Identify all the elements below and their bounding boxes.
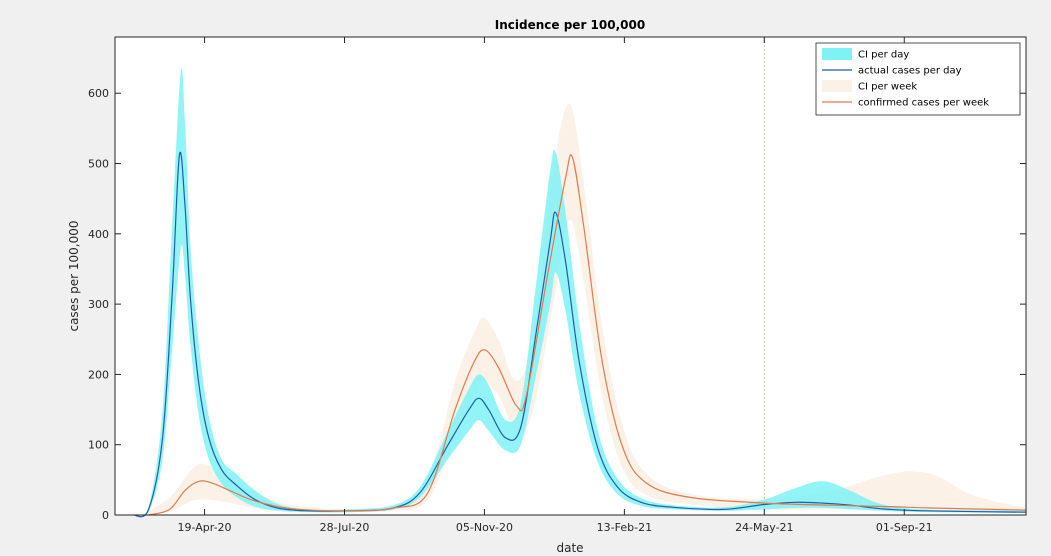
y-axis-ticks: 0 100 200 300 400 500 600 bbox=[88, 87, 1026, 522]
x-axis-title: date bbox=[556, 541, 583, 555]
y-tick-label: 100 bbox=[88, 439, 109, 452]
x-tick-label: 24-May-21 bbox=[735, 521, 793, 534]
y-tick-label: 300 bbox=[88, 298, 109, 311]
legend-label: confirmed cases per week bbox=[858, 98, 989, 109]
legend-label: actual cases per day bbox=[858, 66, 962, 77]
plot-frame bbox=[114, 36, 1027, 516]
x-tick-label: 01-Sep-21 bbox=[876, 521, 933, 534]
legend: CI per day actual cases per day CI per wee… bbox=[815, 42, 1021, 116]
y-tick-label: 600 bbox=[88, 87, 109, 100]
chart-title: Incidence per 100,000 bbox=[495, 18, 645, 32]
legend-swatch bbox=[822, 48, 852, 60]
x-axis-ticks: 19-Apr-20 28-Jul-20 05-Nov-20 13-Feb-21 24-M… bbox=[178, 37, 933, 534]
y-axis-title: cases per 100,000 bbox=[67, 220, 81, 331]
x-tick-label: 05-Nov-20 bbox=[456, 521, 513, 534]
legend-swatch bbox=[822, 80, 852, 92]
line-actual-cases-per-day bbox=[133, 151, 1027, 518]
y-tick-label: 0 bbox=[102, 509, 109, 522]
legend-label: CI per day bbox=[858, 50, 909, 61]
legend-label: CI per week bbox=[858, 82, 917, 93]
y-tick-label: 500 bbox=[88, 158, 109, 171]
line-confirmed-cases-per-week bbox=[148, 154, 1027, 516]
x-tick-label: 13-Feb-21 bbox=[597, 521, 652, 534]
series-lines bbox=[133, 151, 1027, 518]
band-ci-per-week bbox=[141, 103, 1027, 515]
x-tick-label: 28-Jul-20 bbox=[320, 521, 370, 534]
y-tick-label: 200 bbox=[88, 368, 109, 381]
y-tick-label: 400 bbox=[88, 228, 109, 241]
x-tick-label: 19-Apr-20 bbox=[178, 521, 232, 534]
